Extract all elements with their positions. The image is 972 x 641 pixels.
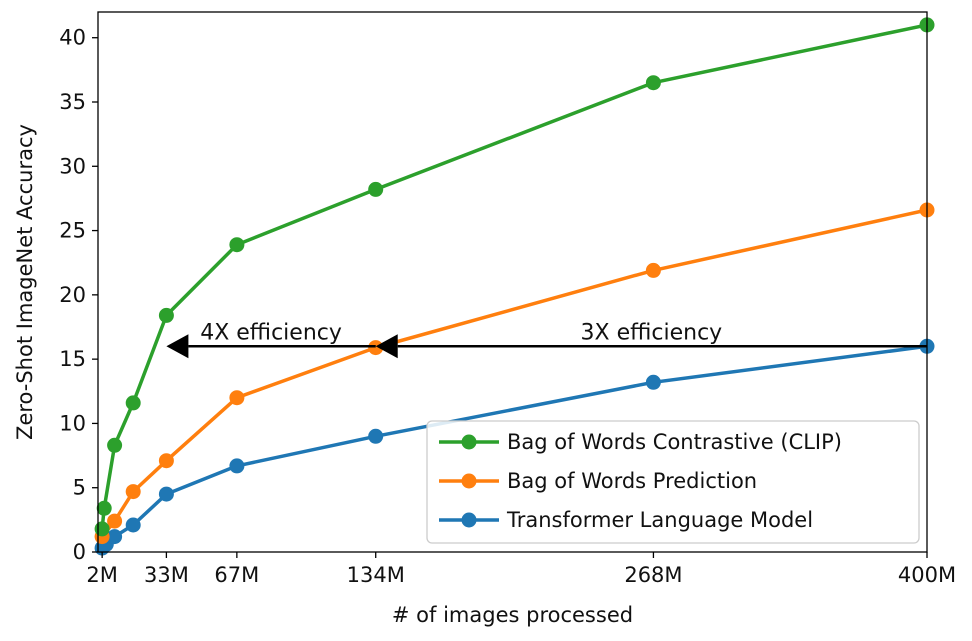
axes-layer: 0 5 10 15 20 25 30 35 40 2M 33M 67M 134M 268M 400M # of… [13,26,956,627]
data-point-1-5 [368,340,384,356]
y-axis-label: Zero-Shot ImageNet Accuracy [13,124,37,440]
data-point-1-3 [158,453,174,469]
data-point-0-2 [107,437,123,453]
data-point-0-6 [368,181,384,197]
x-tick-label-5: 400M [898,563,956,587]
annotation-label-1: 3X efficiency [581,320,723,345]
x-tick-label-3: 134M [347,563,405,587]
y-tick-label-1: 5 [73,476,86,500]
data-point-2-5 [229,458,245,474]
y-tick-label-8: 40 [59,26,86,50]
data-point-2-6 [368,428,384,444]
data-point-0-1 [96,500,112,516]
data-point-2-4 [158,486,174,502]
legend-swatch-marker-1 [461,473,477,489]
x-tick-label-0: 2M [86,563,117,587]
data-point-0-7 [645,75,661,91]
legend-swatch-marker-2 [461,512,477,528]
annotation-layer: 4X efficiency 3X efficiency [166,320,927,359]
y-tick-label-7: 35 [59,90,86,114]
data-point-1-2 [125,484,141,500]
plot-frame [97,11,928,553]
legend-label-0: Bag of Words Contrastive (CLIP) [507,430,842,454]
y-tick-label-0: 0 [73,540,86,564]
legend-box [426,420,920,544]
legend-swatch-marker-0 [461,434,477,450]
legend-layer: Bag of Words Contrastive (CLIP) Bag of Wo… [426,420,920,544]
legend-label-1: Bag of Words Prediction [507,469,757,493]
annotation-arrow-head-0 [166,334,189,359]
data-layer [94,17,935,556]
x-tick-label-4: 268M [624,563,682,587]
data-point-2-7 [645,374,661,390]
data-point-0-4 [158,307,174,323]
data-point-1-4 [229,390,245,406]
data-point-0-3 [125,395,141,411]
y-tick-label-6: 30 [59,154,86,178]
y-tick-label-2: 10 [59,411,86,435]
data-point-0-0 [94,521,110,537]
x-tick-label-2: 67M [214,563,259,587]
x-axis-label: # of images processed [392,603,633,627]
legend-label-2: Transformer Language Model [506,508,813,532]
data-point-0-5 [229,237,245,253]
data-point-2-2 [107,529,123,545]
data-point-1-6 [645,262,661,278]
data-point-2-3 [125,517,141,533]
data-point-1-1 [107,513,123,529]
annotation-label-0: 4X efficiency [200,320,342,345]
x-tick-label-1: 33M [144,563,189,587]
y-tick-label-4: 20 [59,283,86,307]
frame-layer [97,11,928,553]
y-tick-label-5: 25 [59,219,86,243]
y-tick-label-3: 15 [59,347,86,371]
annotation-arrow-head-1 [375,334,398,359]
